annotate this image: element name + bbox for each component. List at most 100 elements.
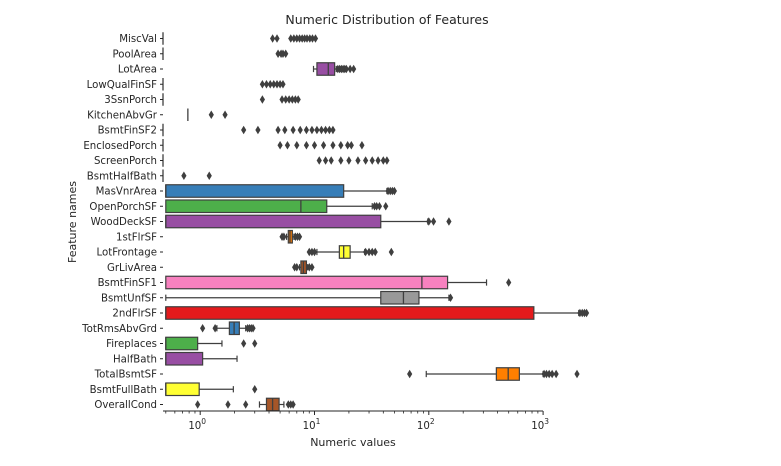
box-fireplaces [165, 336, 258, 351]
outlier-marker [347, 64, 353, 74]
y-tick-label: OpenPorchSF [89, 202, 157, 213]
box-iqr [165, 199, 328, 214]
outlier-marker [426, 217, 432, 226]
box-iqr [165, 184, 345, 198]
y-tick-label: 3SsnPorch [104, 95, 157, 106]
y-tick-label: KitchenAbvGr [87, 110, 158, 121]
box-screenporch [162, 154, 390, 167]
x-tick-label: 102 [417, 417, 435, 432]
box-iqr [316, 62, 336, 76]
y-tick-label: TotRmsAbvGrd [81, 324, 157, 335]
outlier-marker [289, 95, 295, 104]
outlier-marker [574, 369, 580, 379]
outlier-marker [282, 125, 288, 135]
box-iqr [165, 382, 200, 397]
outlier-marker [369, 156, 375, 165]
box-totrmsabvgrd [200, 321, 256, 336]
outlier-marker [243, 400, 249, 409]
box-bsmtfinsf2 [162, 123, 336, 137]
y-tick-label: MiscVal [119, 34, 157, 45]
box-iqr [165, 336, 199, 351]
outlier-marker [296, 232, 303, 242]
outlier-marker [359, 140, 365, 150]
outlier-marker [330, 125, 336, 135]
outlier-marker [345, 140, 351, 150]
x-tick-label: 103 [531, 417, 549, 432]
box-2ndflrsf [165, 306, 590, 320]
outlier-marker [279, 95, 285, 104]
outlier-marker [306, 262, 312, 272]
outlier-marker [330, 140, 336, 150]
y-tick-label: 2ndFlrSF [112, 309, 157, 320]
outlier-marker [284, 140, 291, 150]
outlier-marker [252, 339, 258, 348]
y-tick-label: BsmtFinSF2 [98, 126, 157, 137]
outlier-marker [309, 125, 315, 135]
outlier-marker [294, 262, 300, 272]
y-tick-label: LotFrontage [97, 248, 157, 259]
outlier-marker [267, 79, 273, 89]
outlier-marker [320, 140, 327, 150]
outlier-marker [283, 49, 289, 59]
outlier-marker [200, 323, 206, 333]
outlier-marker [583, 308, 590, 318]
box-overallcond [195, 397, 296, 412]
outlier-marker [296, 34, 303, 43]
outlier-marker [208, 110, 214, 120]
outlier-marker [388, 247, 394, 257]
outlier-marker [206, 171, 212, 181]
outlier-marker [391, 186, 397, 196]
box-1stflrsf [279, 229, 303, 244]
x-axis-label: Numeric values [310, 436, 396, 449]
outlier-marker [430, 217, 437, 226]
outlier-marker [280, 49, 286, 59]
outlier-marker [259, 79, 265, 89]
y-tick-label: GrLivArea [107, 263, 157, 274]
box-iqr [165, 275, 449, 290]
outlier-marker [380, 156, 386, 165]
outlier-marker [277, 79, 283, 89]
outlier-marker [291, 34, 297, 43]
outlier-marker [374, 201, 380, 211]
outlier-marker [274, 79, 280, 89]
outlier-marker [326, 125, 332, 135]
outlier-marker [307, 34, 313, 43]
y-tick-label: BsmtHalfBath [87, 171, 157, 182]
box-lowqualfinsf [162, 78, 286, 91]
y-tick-label: LowQualFinSF [87, 80, 157, 91]
y-axis-tick-labels: MiscVal PoolArea LotArea LowQualFinSF 3SsnPo… [81, 34, 163, 411]
outlier-marker [275, 49, 281, 59]
outlier-marker [241, 125, 247, 135]
outlier-marker [280, 79, 286, 89]
outlier-marker [553, 369, 559, 379]
outlier-marker [343, 64, 349, 74]
outlier-marker [275, 125, 281, 135]
outlier-marker [250, 323, 256, 333]
outlier-marker [297, 125, 303, 135]
outlier-marker [338, 156, 344, 165]
outlier-marker [549, 369, 555, 379]
outlier-marker [290, 125, 296, 135]
y-tick-label: Fireplaces [106, 339, 157, 350]
y-tick-label: WoodDeckSF [91, 217, 157, 228]
box-poolarea [162, 47, 289, 60]
outlier-marker [355, 156, 361, 165]
outlier-marker [304, 34, 310, 43]
outlier-marker [375, 156, 381, 165]
outlier-marker [383, 201, 389, 211]
y-tick-label: HalfBath [113, 354, 157, 365]
box-lotarea [312, 62, 357, 76]
outlier-marker [363, 247, 369, 257]
box-3ssnporch [162, 93, 301, 106]
outlier-marker [303, 140, 310, 150]
y-tick-label: PoolArea [112, 49, 157, 60]
outlier-marker [281, 232, 287, 242]
box-iqr [338, 245, 351, 259]
y-tick-label: MasVnrArea [96, 187, 157, 198]
outlier-marker [252, 384, 258, 394]
outlier-marker [294, 140, 300, 150]
outlier-marker [181, 171, 187, 181]
box-openporchsf [165, 199, 389, 214]
outlier-marker [363, 156, 369, 165]
